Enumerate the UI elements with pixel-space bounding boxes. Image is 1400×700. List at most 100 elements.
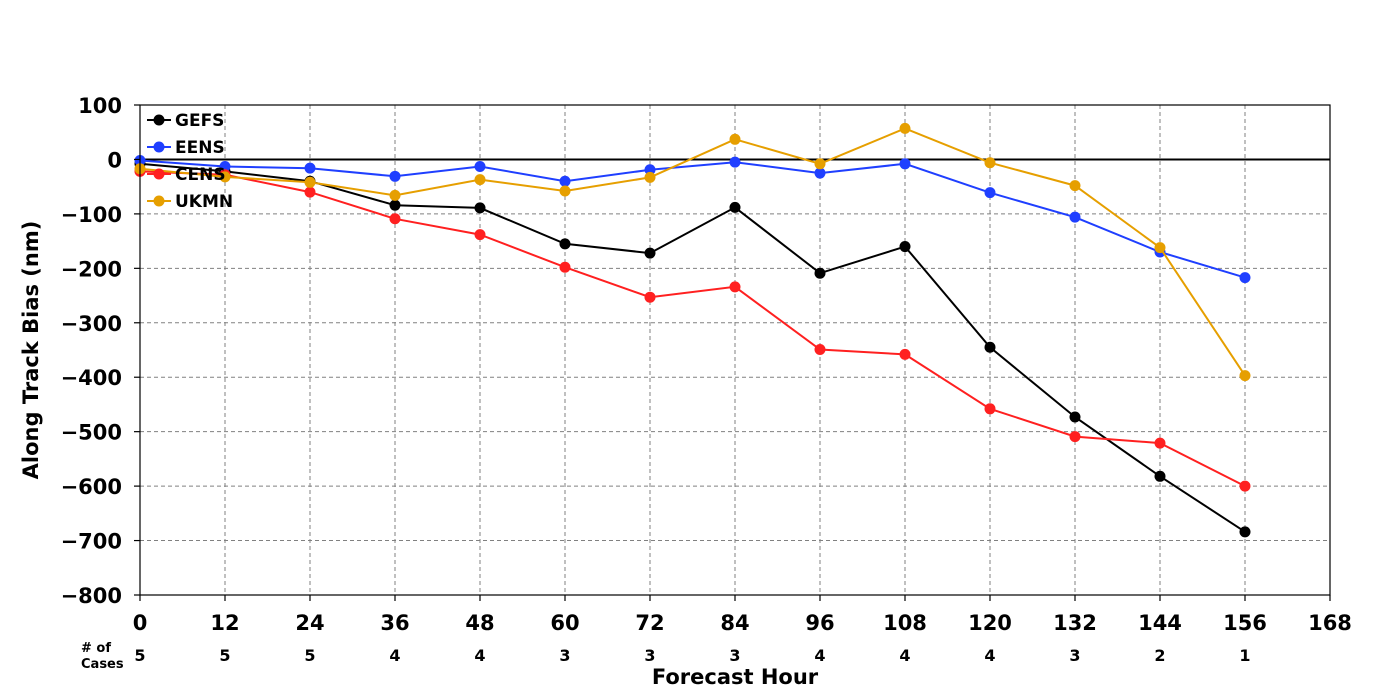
series-line-ukmn <box>139 127 1246 377</box>
x-tick-label: 132 <box>1053 611 1097 635</box>
data-point-ukmn <box>474 174 486 186</box>
data-point-ukmn <box>219 171 231 183</box>
data-point-eens <box>219 161 231 173</box>
x-axis-ticks: 0 12 24 36 48 60 72 84 96 108 120 132 144 156 168 <box>133 595 1352 635</box>
x-tick-label: 60 <box>550 611 579 635</box>
series-cens <box>134 165 1251 492</box>
data-point-gefs <box>814 267 826 279</box>
y-tick-label: −700 <box>61 530 122 554</box>
cases-label-line2: Cases <box>81 657 124 672</box>
x-axis-title: Forecast Hour <box>652 665 819 689</box>
data-point-ukmn <box>984 157 996 169</box>
case-count: 4 <box>389 646 400 665</box>
y-tick-label: −400 <box>61 366 122 390</box>
legend: GEFS EENS CENS UKMN <box>147 111 233 212</box>
case-count: 3 <box>644 646 655 665</box>
data-point-ukmn <box>1069 180 1081 192</box>
data-point-gefs <box>1069 411 1081 423</box>
data-point-cens <box>1069 431 1081 443</box>
series-eens <box>134 155 1251 284</box>
series-line-cens <box>139 170 1246 487</box>
data-point-ukmn <box>814 158 826 170</box>
data-point-ukmn <box>1154 242 1166 254</box>
legend-swatch-marker <box>153 114 165 126</box>
data-point-eens <box>644 164 656 176</box>
case-count: 2 <box>1154 646 1165 665</box>
y-tick-label: −800 <box>61 584 122 608</box>
data-point-ukmn <box>559 185 571 197</box>
case-count: 3 <box>559 646 570 665</box>
case-count: 1 <box>1239 646 1250 665</box>
x-tick-label: 156 <box>1223 611 1267 635</box>
legend-item-eens: EENS <box>147 138 225 158</box>
data-point-ukmn <box>899 122 911 134</box>
data-point-gefs <box>1154 470 1166 482</box>
data-point-ukmn <box>729 133 741 145</box>
data-point-cens <box>984 403 996 415</box>
y-tick-label: 100 <box>78 94 122 118</box>
case-count: 4 <box>899 646 910 665</box>
legend-swatch-marker <box>153 195 165 207</box>
legend-label: UKMN <box>175 192 233 212</box>
data-point-eens <box>474 161 486 173</box>
data-point-eens <box>389 170 401 182</box>
legend-label: CENS <box>175 165 226 185</box>
data-point-gefs <box>559 238 571 250</box>
data-point-cens <box>644 291 656 303</box>
legend-item-cens: CENS <box>147 165 226 185</box>
legend-label: GEFS <box>175 111 224 131</box>
data-point-eens <box>559 175 571 187</box>
data-point-eens <box>1069 211 1081 223</box>
data-point-gefs <box>1239 526 1251 538</box>
case-count: 5 <box>304 646 315 665</box>
legend-swatch-marker <box>153 141 165 153</box>
data-point-ukmn <box>389 189 401 201</box>
case-count: 3 <box>729 646 740 665</box>
x-tick-label: 96 <box>805 611 834 635</box>
x-tick-label: 108 <box>883 611 927 635</box>
data-point-cens <box>1239 480 1251 492</box>
data-point-gefs <box>899 241 911 253</box>
data-point-eens <box>814 167 826 179</box>
series-gefs <box>134 158 1251 538</box>
series-layer <box>134 122 1251 538</box>
y-tick-label: −300 <box>61 312 122 336</box>
data-point-ukmn <box>304 176 316 188</box>
series-ukmn <box>134 122 1251 382</box>
y-tick-label: −100 <box>61 203 122 227</box>
legend-item-ukmn: UKMN <box>147 192 233 212</box>
y-tick-label: −600 <box>61 475 122 499</box>
data-point-gefs <box>729 201 741 213</box>
x-tick-label: 48 <box>465 611 494 635</box>
x-tick-label: 0 <box>133 611 148 635</box>
data-point-eens <box>729 156 741 168</box>
x-tick-label: 168 <box>1308 611 1352 635</box>
legend-label: EENS <box>175 138 225 158</box>
data-point-cens <box>899 348 911 360</box>
legend-swatch-marker <box>153 168 165 180</box>
case-count: 5 <box>219 646 230 665</box>
data-point-cens <box>1154 437 1166 449</box>
y-axis-ticks: 100 0 −100 −200 −300 −400 −500 −600 −700 −800 <box>61 94 140 608</box>
case-count: 5 <box>134 646 145 665</box>
data-point-gefs <box>474 202 486 214</box>
data-point-cens <box>559 261 571 273</box>
case-count: 4 <box>814 646 825 665</box>
data-point-cens <box>729 281 741 293</box>
x-tick-label: 24 <box>295 611 324 635</box>
cases-label-line1: # of <box>81 641 111 656</box>
series-line-eens <box>139 159 1246 279</box>
data-point-gefs <box>984 341 996 353</box>
y-tick-label: 0 <box>107 148 122 172</box>
y-tick-label: −500 <box>61 421 122 445</box>
data-point-eens <box>899 158 911 170</box>
case-count: 4 <box>474 646 485 665</box>
grid-lines <box>140 105 1330 595</box>
data-point-ukmn <box>644 171 656 183</box>
x-tick-label: 72 <box>635 611 664 635</box>
data-point-gefs <box>389 199 401 211</box>
data-point-ukmn <box>1239 370 1251 382</box>
y-axis-title: Along Track Bias (nm) <box>19 221 43 480</box>
data-point-cens <box>304 186 316 198</box>
